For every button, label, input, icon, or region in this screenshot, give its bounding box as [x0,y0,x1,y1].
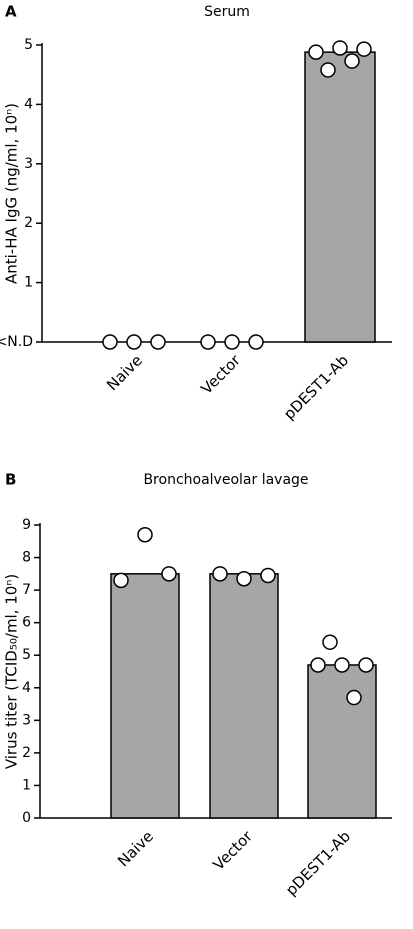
y-tick-label: 8 [22,550,31,566]
bar [304,51,376,343]
data-point [358,657,374,673]
y-tick-label: 7 [22,582,31,598]
data-point [356,41,372,57]
x-tick-label: pDEST1-Ab [280,351,352,423]
panel-letter: A [5,3,17,21]
data-point [332,40,348,56]
data-point [308,44,324,60]
y-tick-label: 4 [24,96,33,112]
data-point [346,689,362,706]
y-tick-label: <N.D [0,334,33,350]
y-tick-label: 4 [22,680,31,696]
bar [209,573,279,819]
y-tick-label: 1 [24,275,33,291]
data-point [161,566,177,582]
data-point [248,334,264,350]
bar [307,664,377,819]
bar [110,573,180,819]
data-point [102,334,118,350]
y-tick-label: 1 [22,777,31,793]
data-point [212,566,228,582]
data-point [236,570,252,587]
y-tick-label: 2 [22,745,31,761]
data-point [320,62,336,78]
y-tick-label: 6 [22,615,31,631]
y-tick-label: 5 [24,37,33,53]
chart-title: Serum [204,4,250,20]
y-tick-label: 5 [22,647,31,663]
data-point [200,334,216,350]
data-point [113,572,129,589]
x-tick-label: pDEST1-Ab [282,827,354,899]
data-point [260,567,276,584]
data-point [310,657,326,673]
data-point [322,634,338,650]
x-tick-label: Vector [197,351,244,398]
y-tick-label: 0 [22,810,31,826]
data-point [224,334,240,350]
y-tick-label: 2 [24,215,33,231]
x-tick-label: Naive [103,351,146,394]
panel-letter: B [5,471,16,489]
chart-title: Bronchoalveolar lavage [143,472,308,488]
y-axis-label: Anti-HA IgG (ng/ml, 10ⁿ) [3,103,21,284]
data-point [344,53,360,69]
data-point [150,334,166,350]
data-point [137,527,153,543]
data-point [126,334,142,350]
y-tick-label: 9 [22,517,31,533]
y-tick-label: 3 [24,156,33,172]
y-axis-label: Virus titer (TCID₅₀/ml, 10ⁿ) [3,574,21,769]
data-point [334,657,350,673]
y-tick-label: 3 [22,712,31,728]
x-tick-label: Naive [114,827,157,870]
x-tick-label: Vector [209,827,256,874]
